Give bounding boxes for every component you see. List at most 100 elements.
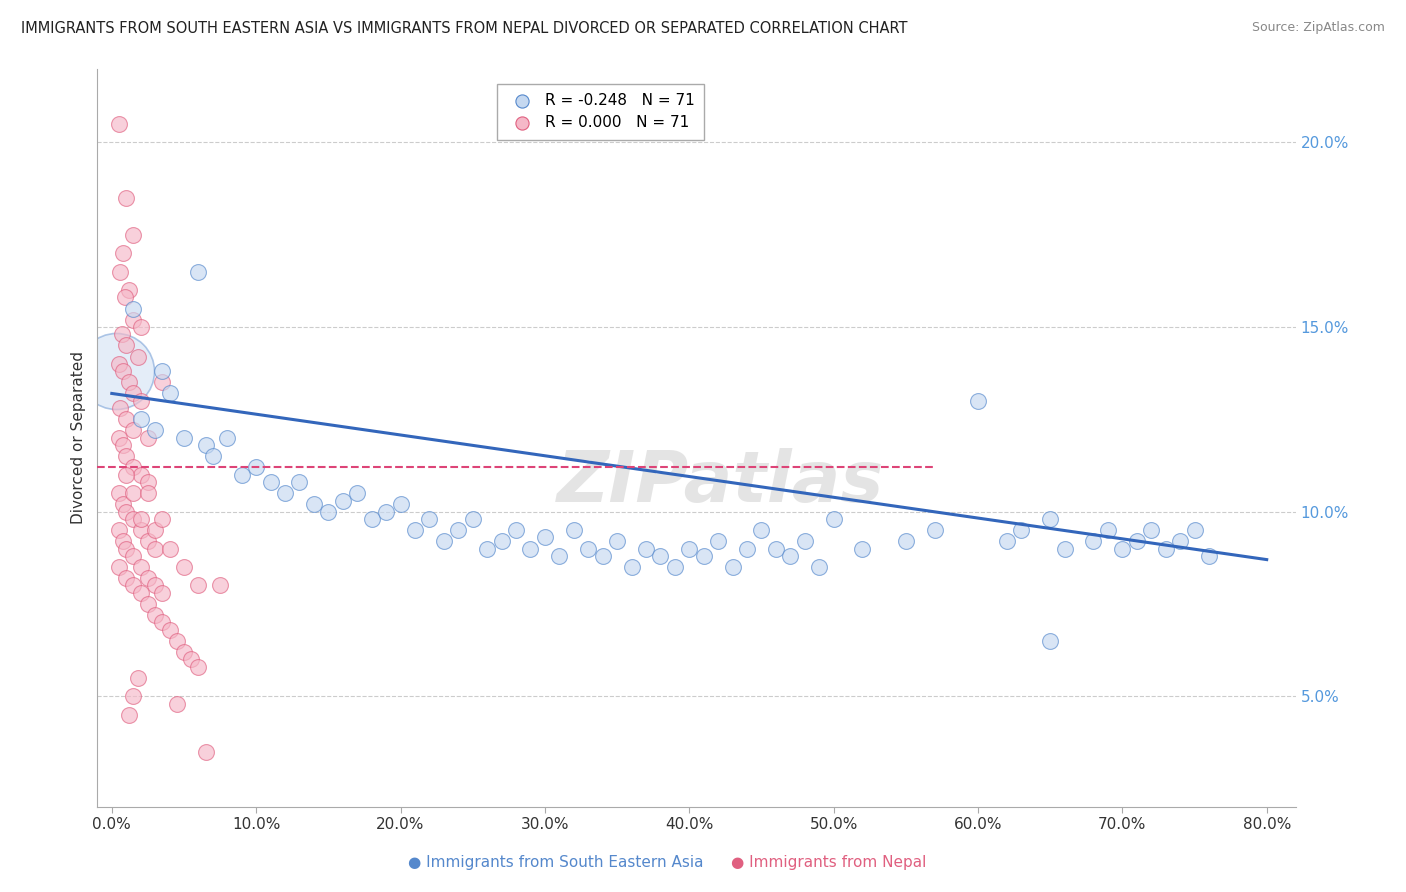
Point: [122, 486, 145, 500]
Point: [112, 364, 135, 378]
Point: [108, 431, 131, 445]
Point: [491, 534, 513, 549]
Point: [112, 534, 135, 549]
Point: [112, 438, 135, 452]
Point: [461, 512, 484, 526]
Point: [201, 449, 224, 463]
Point: [620, 560, 643, 574]
Point: [136, 597, 159, 611]
Point: [115, 191, 138, 205]
Point: [159, 541, 181, 556]
Point: [793, 534, 815, 549]
Point: [129, 320, 152, 334]
Point: [115, 412, 138, 426]
Point: [721, 560, 744, 574]
Point: [1039, 512, 1062, 526]
Point: [995, 534, 1018, 549]
Point: [173, 645, 195, 659]
Point: [122, 512, 145, 526]
Point: [122, 301, 145, 316]
Point: [418, 512, 440, 526]
Point: [118, 707, 141, 722]
Text: ● Immigrants from South Eastern Asia: ● Immigrants from South Eastern Asia: [408, 855, 703, 870]
Point: [115, 467, 138, 482]
Point: [1126, 534, 1149, 549]
Point: [136, 534, 159, 549]
Point: [634, 541, 657, 556]
Point: [678, 541, 700, 556]
Point: [173, 560, 195, 574]
Point: [108, 357, 131, 371]
Point: [118, 376, 141, 390]
Point: [110, 264, 132, 278]
Point: [115, 541, 138, 556]
Point: [433, 534, 456, 549]
Point: [389, 497, 412, 511]
Point: [505, 523, 527, 537]
Point: [150, 376, 173, 390]
Point: [143, 423, 166, 437]
Point: [1140, 523, 1163, 537]
Point: [108, 486, 131, 500]
Point: [1154, 541, 1177, 556]
Point: [112, 497, 135, 511]
Point: [114, 290, 136, 304]
Point: [735, 541, 758, 556]
Point: [136, 486, 159, 500]
Point: [150, 586, 173, 600]
Point: [115, 505, 138, 519]
Point: [1198, 549, 1220, 563]
Point: [127, 671, 149, 685]
Point: [115, 338, 138, 352]
Point: [111, 327, 134, 342]
Point: [1039, 633, 1062, 648]
Point: [129, 512, 152, 526]
Point: [562, 523, 585, 537]
Point: [576, 541, 599, 556]
Point: [122, 690, 145, 704]
Point: [136, 571, 159, 585]
Point: [122, 423, 145, 437]
Point: [475, 541, 498, 556]
Point: [108, 523, 131, 537]
Point: [122, 549, 145, 563]
Point: [110, 401, 132, 416]
Point: [1184, 523, 1206, 537]
Point: [159, 386, 181, 401]
Point: [112, 246, 135, 260]
Point: [150, 512, 173, 526]
Point: [136, 431, 159, 445]
Point: [166, 633, 188, 648]
Point: [194, 438, 217, 452]
Point: [650, 549, 672, 563]
Point: [519, 541, 541, 556]
Point: [122, 227, 145, 242]
Point: [122, 386, 145, 401]
Point: [592, 549, 614, 563]
Point: [765, 541, 787, 556]
Point: [180, 652, 202, 666]
Point: [534, 531, 557, 545]
Point: [1010, 523, 1032, 537]
Point: [108, 560, 131, 574]
Point: [143, 523, 166, 537]
Text: ● Immigrants from Nepal: ● Immigrants from Nepal: [731, 855, 927, 870]
Point: [166, 697, 188, 711]
Legend: R = -0.248   N = 71, R = 0.000   N = 71: R = -0.248 N = 71, R = 0.000 N = 71: [498, 84, 704, 139]
Point: [129, 412, 152, 426]
Y-axis label: Divorced or Separated: Divorced or Separated: [72, 351, 86, 524]
Point: [967, 393, 990, 408]
Point: [259, 475, 281, 489]
Point: [924, 523, 946, 537]
Point: [375, 505, 398, 519]
Point: [751, 523, 773, 537]
Point: [894, 534, 917, 549]
Point: [808, 560, 831, 574]
Point: [143, 578, 166, 592]
Point: [187, 659, 209, 673]
Point: [606, 534, 628, 549]
Point: [1111, 541, 1133, 556]
Point: [129, 560, 152, 574]
Point: [136, 475, 159, 489]
Text: Source: ZipAtlas.com: Source: ZipAtlas.com: [1251, 21, 1385, 34]
